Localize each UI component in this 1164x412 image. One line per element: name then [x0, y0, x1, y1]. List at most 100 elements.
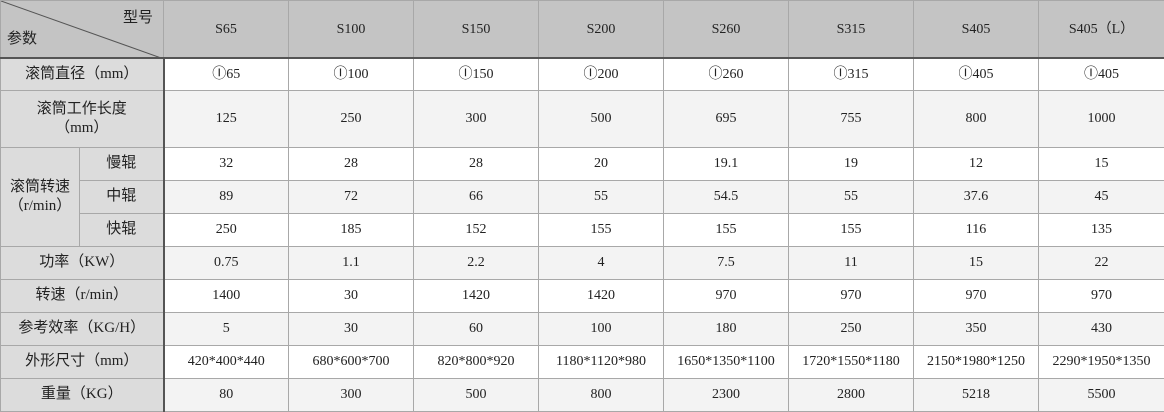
model-header: S150 — [414, 1, 539, 59]
model-header: S65 — [164, 1, 289, 59]
value-cell: 135 — [1039, 213, 1164, 246]
value-cell: 37.6 — [914, 180, 1039, 213]
value-cell: 54.5 — [664, 180, 789, 213]
roller-speed-unit: （r/min） — [1, 197, 79, 216]
value-cell: 0.75 — [164, 246, 289, 279]
row-label: 参考效率（KG/H） — [1, 312, 164, 345]
value-cell: 5218 — [914, 378, 1039, 411]
value-cell: 5500 — [1039, 378, 1164, 411]
value-cell: 1420 — [539, 279, 664, 312]
value-cell: 15 — [1039, 147, 1164, 180]
value-cell: 680*600*700 — [289, 345, 414, 378]
value-cell: 500 — [414, 378, 539, 411]
value-cell: 125 — [164, 90, 289, 147]
corner-param-label: 参数 — [7, 30, 37, 49]
roller-speed-label-text: 滚筒转速 — [1, 178, 79, 197]
value-cell: 350 — [914, 312, 1039, 345]
value-cell: 430 — [1039, 312, 1164, 345]
value-cell: 800 — [539, 378, 664, 411]
value-cell: 45 — [1039, 180, 1164, 213]
value-cell: 7.5 — [664, 246, 789, 279]
value-cell: 2.2 — [414, 246, 539, 279]
value-cell: 155 — [664, 213, 789, 246]
value-cell: 1720*1550*1180 — [789, 345, 914, 378]
value-cell: 15 — [914, 246, 1039, 279]
value-cell: 2290*1950*1350 — [1039, 345, 1164, 378]
value-cell: 250 — [164, 213, 289, 246]
value-cell: 970 — [914, 279, 1039, 312]
value-cell: 970 — [1039, 279, 1164, 312]
roller-speed-label: 滚筒转速（r/min） — [1, 147, 80, 246]
value-cell: 1650*1350*1100 — [664, 345, 789, 378]
row-label-text: 功率（KW） — [1, 253, 163, 272]
value-cell: 155 — [789, 213, 914, 246]
value-cell: 970 — [664, 279, 789, 312]
row-label-text: 外形尺寸（mm） — [1, 352, 163, 371]
value-cell: 1180*1120*980 — [539, 345, 664, 378]
value-cell: Ⓘ100 — [289, 58, 414, 90]
value-cell: 2300 — [664, 378, 789, 411]
roller-type-label: 中辊 — [80, 180, 164, 213]
value-cell: 30 — [289, 312, 414, 345]
value-cell: 55 — [789, 180, 914, 213]
value-cell: 28 — [289, 147, 414, 180]
value-cell: 4 — [539, 246, 664, 279]
model-header: S405（L） — [1039, 1, 1164, 59]
value-cell: Ⓘ150 — [414, 58, 539, 90]
value-cell: 100 — [539, 312, 664, 345]
row-label-unit: （mm） — [1, 119, 163, 138]
value-cell: 11 — [789, 246, 914, 279]
value-cell: 72 — [289, 180, 414, 213]
value-cell: 155 — [539, 213, 664, 246]
value-cell: 695 — [664, 90, 789, 147]
value-cell: 30 — [289, 279, 414, 312]
value-cell: 300 — [414, 90, 539, 147]
value-cell: 250 — [789, 312, 914, 345]
row-label: 外形尺寸（mm） — [1, 345, 164, 378]
value-cell: 2800 — [789, 378, 914, 411]
corner-cell: 型号 参数 — [1, 1, 164, 59]
value-cell: 19.1 — [664, 147, 789, 180]
model-header: S315 — [789, 1, 914, 59]
value-cell: Ⓘ260 — [664, 58, 789, 90]
value-cell: 1420 — [414, 279, 539, 312]
row-label-text: 滚筒直径（mm） — [1, 65, 163, 84]
value-cell: 1.1 — [289, 246, 414, 279]
roller-type-label: 慢辊 — [80, 147, 164, 180]
model-header: S200 — [539, 1, 664, 59]
model-header: S100 — [289, 1, 414, 59]
value-cell: 755 — [789, 90, 914, 147]
roller-type-label: 快辊 — [80, 213, 164, 246]
value-cell: 19 — [789, 147, 914, 180]
value-cell: 12 — [914, 147, 1039, 180]
value-cell: 116 — [914, 213, 1039, 246]
value-cell: 20 — [539, 147, 664, 180]
value-cell: Ⓘ405 — [914, 58, 1039, 90]
row-label-text: 重量（KG） — [1, 385, 163, 404]
value-cell: Ⓘ315 — [789, 58, 914, 90]
value-cell: 89 — [164, 180, 289, 213]
value-cell: 250 — [289, 90, 414, 147]
row-label-text: 滚筒工作长度 — [1, 100, 163, 119]
value-cell: 300 — [289, 378, 414, 411]
row-label: 滚筒工作长度（mm） — [1, 90, 164, 147]
header-row: 型号 参数 S65 S100 S150 S200 S260 S315 S405 … — [1, 1, 1164, 59]
value-cell: 185 — [289, 213, 414, 246]
value-cell: 420*400*440 — [164, 345, 289, 378]
value-cell: 1400 — [164, 279, 289, 312]
value-cell: 28 — [414, 147, 539, 180]
value-cell: 500 — [539, 90, 664, 147]
value-cell: 800 — [914, 90, 1039, 147]
value-cell: Ⓘ65 — [164, 58, 289, 90]
row-label-text: 转速（r/min） — [1, 286, 163, 305]
value-cell: 2150*1980*1250 — [914, 345, 1039, 378]
value-cell: 820*800*920 — [414, 345, 539, 378]
value-cell: 5 — [164, 312, 289, 345]
